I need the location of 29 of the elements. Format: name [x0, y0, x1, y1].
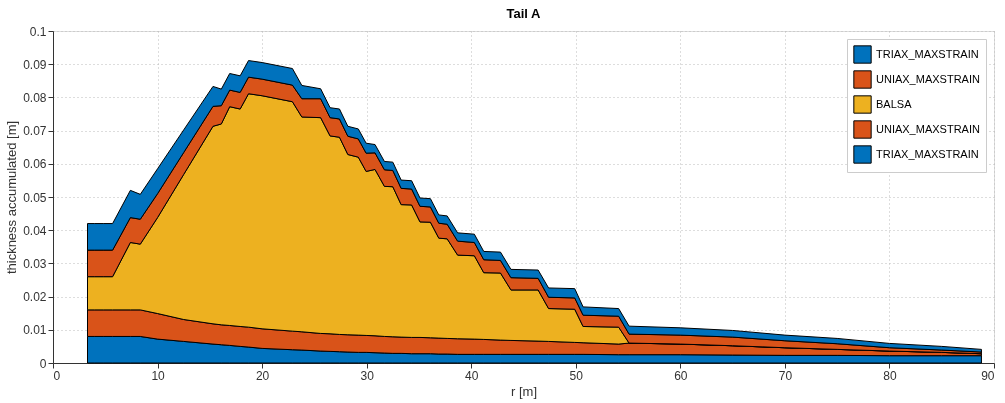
- chart-title: Tail A: [506, 6, 542, 21]
- legend-label: UNIAX_MAXSTRAIN: [876, 72, 980, 85]
- x-tick-label: 50: [569, 368, 584, 383]
- x-tick-label: 0: [53, 368, 61, 383]
- x-tick-label: 90: [981, 368, 995, 383]
- y-tick-label: 0.07: [23, 124, 47, 139]
- legend-label: TRIAX_MAXSTRAIN: [876, 47, 979, 60]
- y-tick-label: 0.03: [23, 256, 47, 271]
- y-tick-label: 0.04: [23, 223, 47, 238]
- y-tick-label: 0.02: [23, 290, 47, 305]
- y-tick-label: 0: [39, 356, 47, 371]
- y-tick-label: 0.01: [23, 323, 47, 338]
- y-tick-label: 0.05: [23, 190, 47, 205]
- y-axis-title: thickness accumulated [m]: [4, 120, 20, 275]
- y-tick-label: 0.09: [23, 57, 47, 72]
- y-tick-label: 0.08: [23, 90, 47, 105]
- x-axis-title: r [m]: [511, 383, 537, 399]
- x-tick-label: 10: [151, 368, 166, 383]
- x-tick-label: 80: [883, 368, 897, 383]
- y-tick-label: 0.06: [23, 157, 47, 172]
- y-tick-label: 0.1: [29, 24, 47, 39]
- legend-label: TRIAX_MAXSTRAIN: [876, 147, 979, 160]
- x-tick-label: 20: [255, 368, 270, 383]
- x-tick-label: 30: [360, 368, 375, 383]
- x-tick-label: 40: [465, 368, 479, 383]
- legend-label: BALSA: [876, 97, 913, 110]
- legend-label: UNIAX_MAXSTRAIN: [876, 122, 980, 135]
- x-tick-label: 60: [674, 368, 688, 383]
- x-tick-label: 70: [778, 368, 793, 383]
